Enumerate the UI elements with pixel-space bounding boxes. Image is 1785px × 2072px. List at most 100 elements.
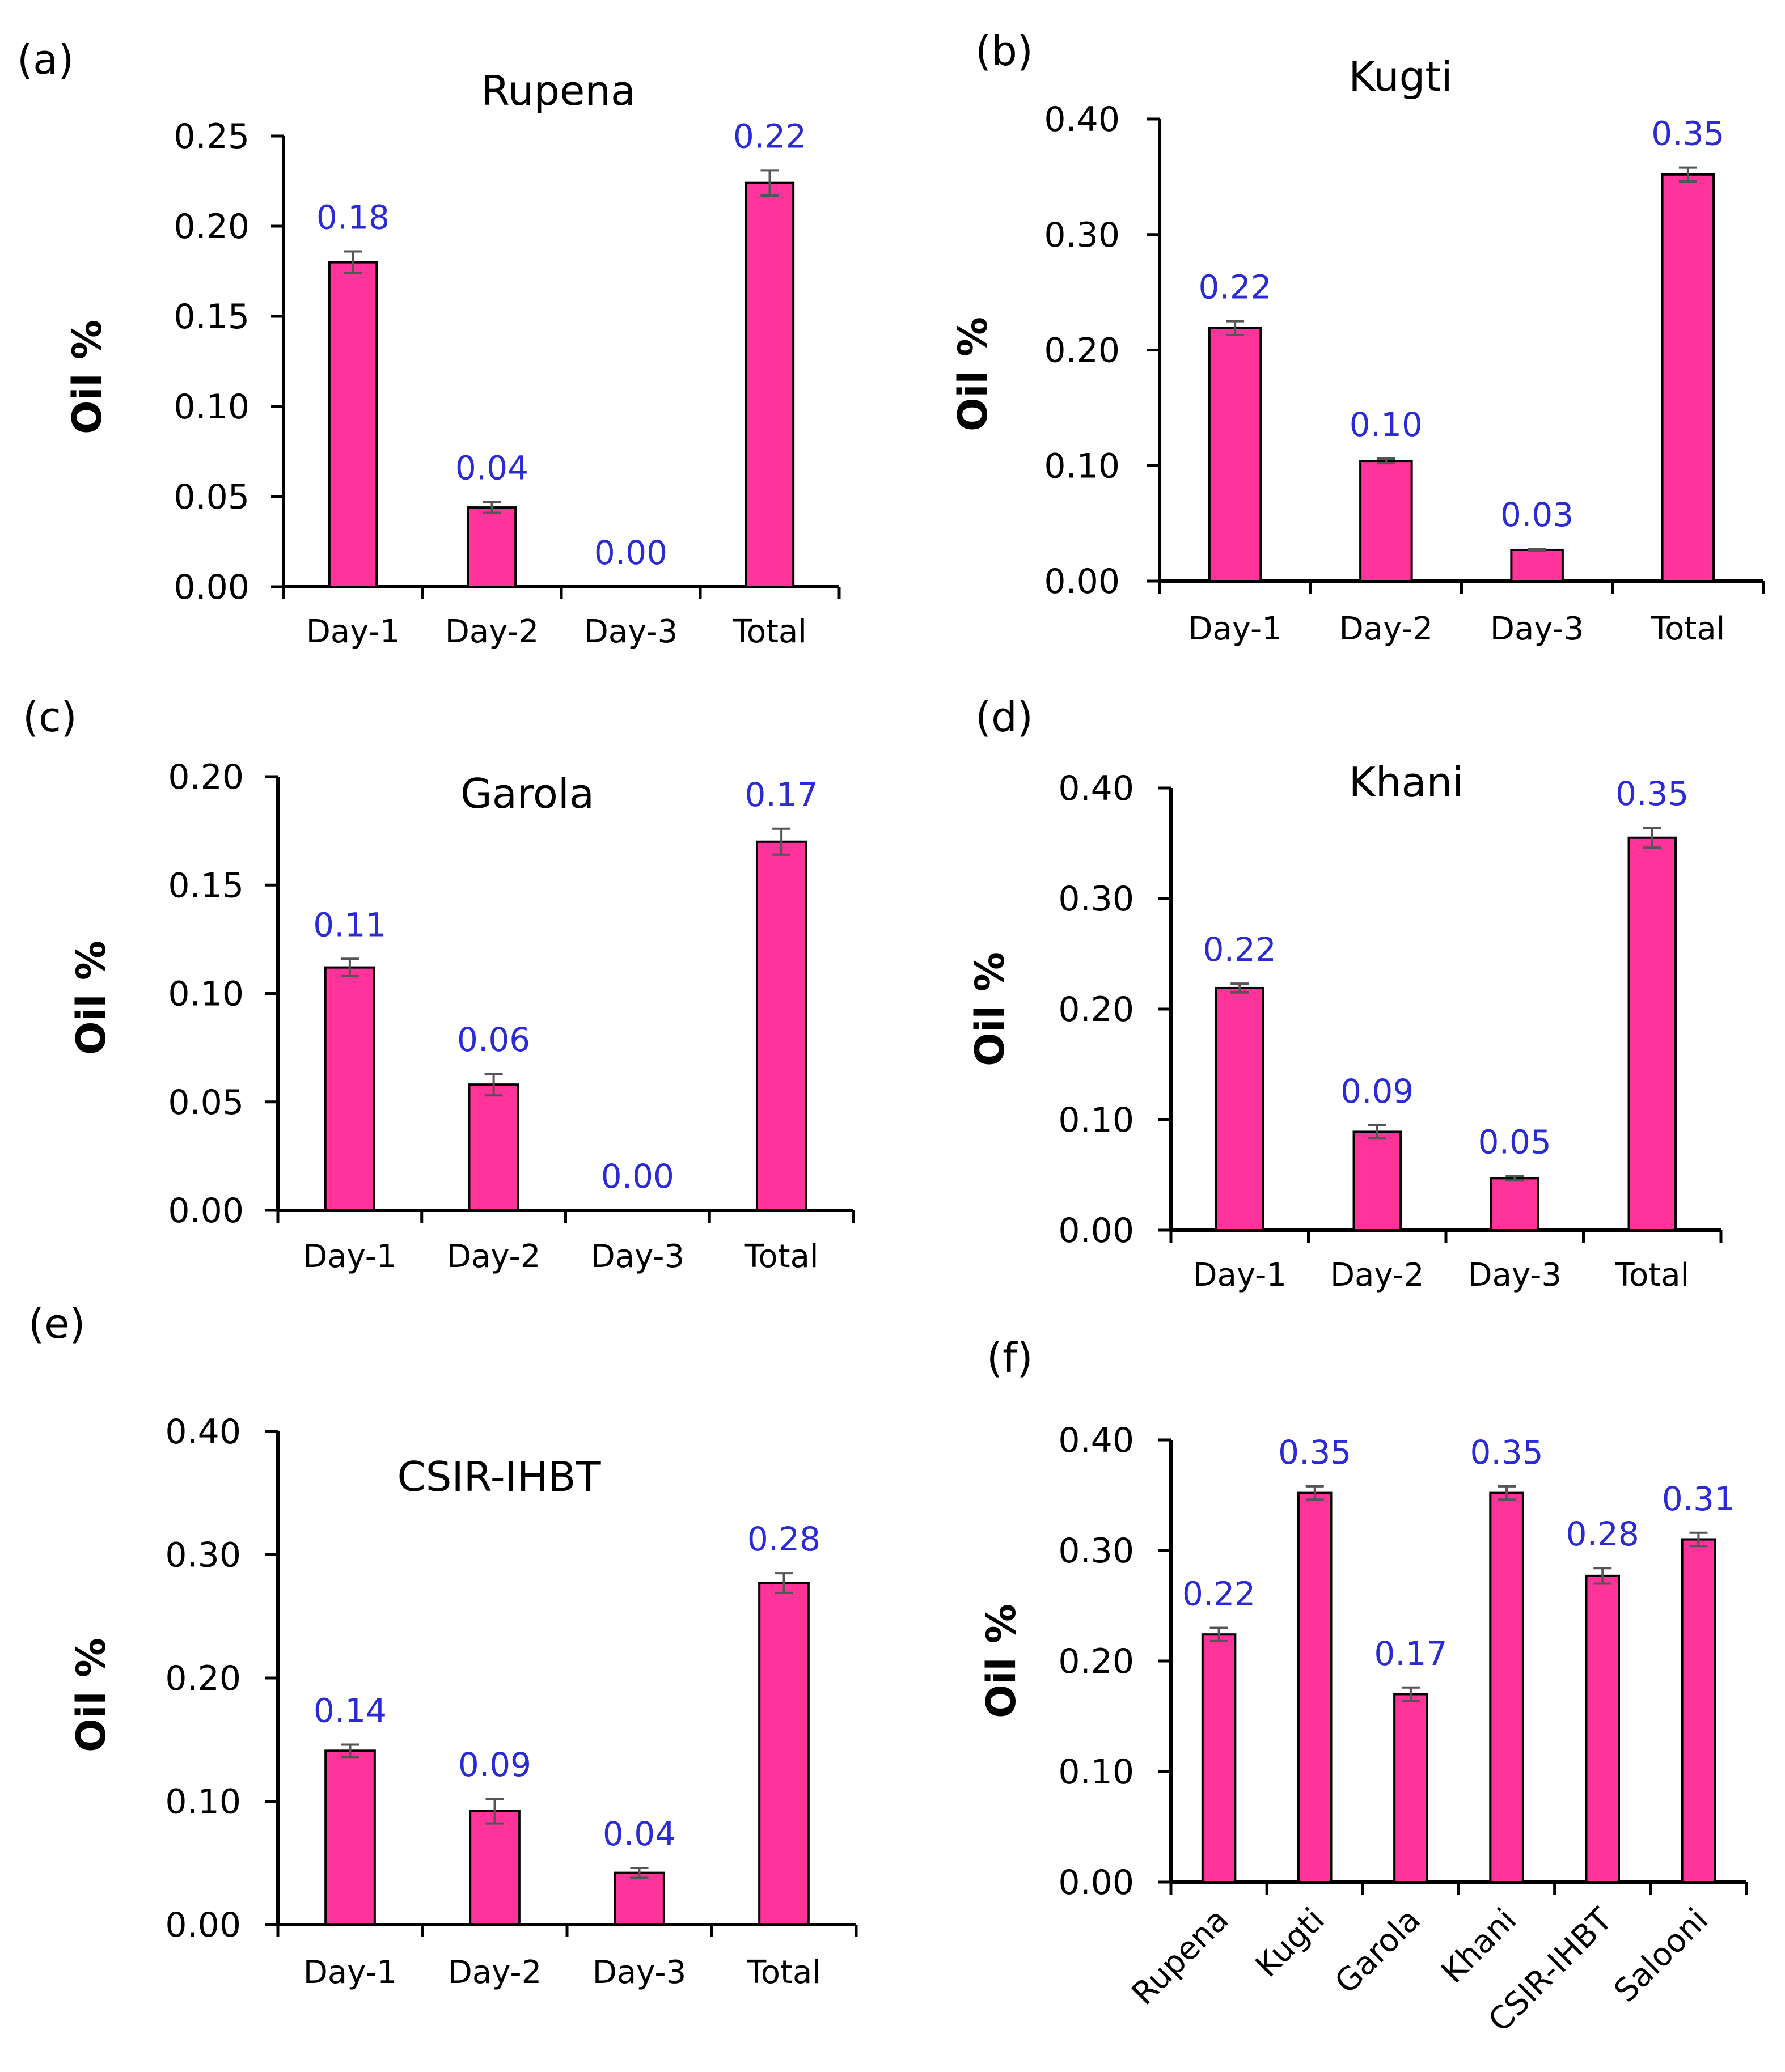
y-tick-label: 0.05 xyxy=(174,477,249,517)
panel-letter: (f) xyxy=(987,1334,1033,1382)
x-category-label: Day-1 xyxy=(306,613,400,650)
bar xyxy=(745,181,795,588)
data-label: 0.22 xyxy=(1203,930,1276,969)
x-category-label: Total xyxy=(732,613,807,650)
y-tick-label: 0.40 xyxy=(1058,1421,1134,1460)
bar xyxy=(755,840,807,1211)
data-label: 0.22 xyxy=(733,117,806,155)
y-axis-label: Oil % xyxy=(967,952,1013,1066)
y-axis-label: Oil % xyxy=(64,320,111,434)
x-category-label: Total xyxy=(744,1238,819,1275)
bar xyxy=(1489,1491,1524,1884)
y-axis-label: Oil % xyxy=(950,317,996,431)
y-tick-label: 0.10 xyxy=(1058,1752,1134,1792)
y-tick-label: 0.30 xyxy=(1044,215,1120,255)
chart-title: Rupena xyxy=(481,67,636,115)
y-tick-label: 0.25 xyxy=(174,117,249,156)
bar xyxy=(1681,1538,1716,1883)
y-tick-label: 0.20 xyxy=(168,757,244,797)
x-category-label: Day-2 xyxy=(448,1954,542,1991)
y-tick-label: 0.20 xyxy=(165,1659,241,1698)
y-tick-label: 0.40 xyxy=(1058,769,1134,808)
y-tick-label: 0.30 xyxy=(1058,1531,1134,1571)
data-label: 0.03 xyxy=(1500,495,1573,534)
bar xyxy=(1393,1693,1428,1883)
data-label: 0.14 xyxy=(314,1691,387,1730)
data-label: 0.00 xyxy=(594,533,667,572)
chart-title: Khani xyxy=(1349,759,1464,806)
bar xyxy=(1215,986,1264,1231)
panel-letter: (c) xyxy=(23,693,77,741)
data-label: 0.28 xyxy=(1566,1515,1639,1553)
y-tick-label: 0.05 xyxy=(168,1083,244,1122)
data-label: 0.35 xyxy=(1278,1433,1351,1472)
x-category-label: Day-2 xyxy=(447,1238,540,1275)
y-tick-label: 0.10 xyxy=(1058,1100,1134,1140)
y-axis-label: Oil % xyxy=(68,1638,115,1752)
x-category-label: Day-2 xyxy=(1330,1257,1424,1294)
x-category-label: Day-2 xyxy=(445,613,539,650)
bar xyxy=(1510,548,1564,582)
x-category-label: Day-1 xyxy=(1188,611,1281,647)
x-category-label: Salooni xyxy=(1607,1901,1715,2010)
data-label: 0.04 xyxy=(603,1815,676,1853)
y-tick-label: 0.15 xyxy=(168,866,244,905)
bar xyxy=(1201,1633,1237,1883)
x-category-label: Total xyxy=(1650,611,1725,647)
data-label: 0.28 xyxy=(747,1520,820,1558)
bar xyxy=(758,1582,810,1926)
bar xyxy=(1208,327,1262,582)
bar xyxy=(324,1749,376,1926)
data-label: 0.35 xyxy=(1615,774,1689,813)
panel-letter: (e) xyxy=(28,1300,85,1348)
y-tick-label: 0.10 xyxy=(165,1782,241,1822)
data-label: 0.31 xyxy=(1662,1480,1735,1518)
y-tick-label: 0.30 xyxy=(165,1536,241,1575)
y-tick-label: 0.20 xyxy=(1058,1642,1134,1681)
data-label: 0.05 xyxy=(1478,1122,1551,1161)
x-category-label: Kugti xyxy=(1249,1901,1332,1985)
y-tick-label: 0.00 xyxy=(165,1905,241,1945)
bar xyxy=(614,1871,665,1926)
bar xyxy=(324,966,376,1211)
data-label: 0.35 xyxy=(1470,1433,1543,1472)
x-category-label: Rupena xyxy=(1125,1901,1236,2012)
data-label: 0.06 xyxy=(457,1020,530,1059)
bar xyxy=(1627,836,1677,1231)
bar xyxy=(467,506,517,588)
x-category-label: Day-3 xyxy=(1490,611,1584,647)
bar xyxy=(1661,173,1715,582)
x-category-label: Day-3 xyxy=(1468,1257,1562,1294)
y-tick-label: 0.30 xyxy=(1058,879,1134,919)
x-category-label: Garola xyxy=(1328,1901,1428,2001)
x-category-label: Khani xyxy=(1435,1901,1524,1990)
bar xyxy=(1297,1491,1333,1884)
x-category-label: Day-3 xyxy=(584,613,678,650)
y-tick-label: 0.10 xyxy=(1044,446,1120,486)
bar xyxy=(1490,1177,1539,1232)
x-category-label: Day-2 xyxy=(1339,611,1433,647)
y-axis-label: Oil % xyxy=(978,1604,1025,1718)
bar xyxy=(469,1810,521,1926)
data-label: 0.22 xyxy=(1182,1575,1255,1613)
bar xyxy=(468,1083,519,1212)
chart-title: Kugti xyxy=(1348,53,1452,100)
data-label: 0.04 xyxy=(455,449,528,488)
y-tick-label: 0.20 xyxy=(174,207,249,247)
y-tick-label: 0.40 xyxy=(165,1412,241,1452)
y-tick-label: 0.00 xyxy=(1058,1211,1134,1251)
y-tick-label: 0.00 xyxy=(1044,562,1120,601)
y-tick-label: 0.20 xyxy=(1044,331,1120,371)
data-label: 0.35 xyxy=(1651,115,1724,153)
data-label: 0.09 xyxy=(1340,1072,1414,1111)
y-tick-label: 0.00 xyxy=(168,1191,244,1231)
data-label: 0.17 xyxy=(1374,1634,1447,1673)
data-label: 0.22 xyxy=(1199,268,1272,307)
data-label: 0.10 xyxy=(1350,405,1423,444)
data-label: 0.17 xyxy=(745,776,818,814)
bar xyxy=(328,261,378,588)
y-tick-label: 0.10 xyxy=(174,387,249,427)
y-tick-label: 0.00 xyxy=(174,567,249,607)
x-category-label: Day-3 xyxy=(591,1238,684,1275)
y-tick-label: 0.15 xyxy=(174,297,249,337)
